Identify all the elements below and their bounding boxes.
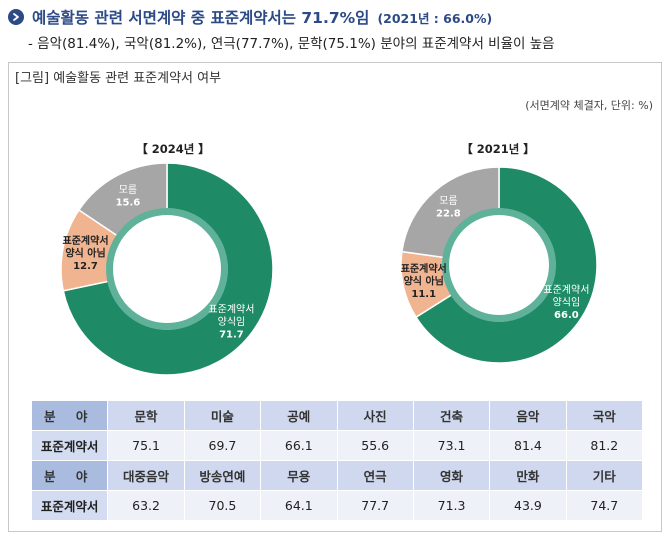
table-cell: 방송연예 [183, 460, 262, 491]
chart-title-2021: 【 2021년 】 [461, 142, 535, 156]
table-cell: 연극 [336, 460, 414, 491]
table-row: 표준계약서 63.2 70.5 64.1 77.7 71.3 43.9 74.7 [30, 490, 644, 521]
table-cell: 기타 [565, 460, 644, 491]
row-label: 표준계약서 [30, 490, 109, 521]
table-cell: 70.5 [183, 490, 262, 521]
table-cell: 71.3 [412, 490, 491, 521]
row-label: 표준계약서 [30, 430, 109, 461]
donut-inner-ring [106, 208, 228, 330]
table-row: 분 야 대중음악 방송연예 무용 연극 영화 만화 기타 [30, 460, 644, 491]
arrow-circle-icon [8, 9, 24, 25]
table-cell: 66.1 [260, 430, 338, 461]
table-cell: 77.7 [336, 490, 414, 521]
donut-inner-ring [442, 208, 556, 322]
table-cell: 사진 [336, 400, 414, 431]
table-cell: 69.7 [183, 430, 262, 461]
headline-subtitle: (2021년 : 66.0%) [377, 10, 493, 26]
figure-caption: [그림] 예술활동 관련 표준계약서 여부 [15, 71, 222, 86]
table-cell: 75.1 [107, 430, 185, 461]
table-cell: 미술 [183, 400, 262, 431]
table-cell: 64.1 [260, 490, 338, 521]
table-cell: 문학 [107, 400, 185, 431]
table-cell: 81.4 [489, 430, 567, 461]
table-cell: 영화 [412, 460, 491, 491]
slice-label: 모름 15.6 [116, 184, 141, 209]
table-cell: 건축 [412, 400, 491, 431]
figure-box: [그림] 예술활동 관련 표준계약서 여부 (서면계약 체결자, 단위: %) … [8, 62, 662, 532]
table-cell: 55.6 [336, 430, 414, 461]
table-cell: 81.2 [565, 430, 644, 461]
chart-title-2024: 【 2024년 】 [136, 142, 210, 156]
table-cell: 무용 [260, 460, 338, 491]
table-cell: 73.1 [412, 430, 491, 461]
unit-note: (서면계약 체결자, 단위: %) [525, 99, 653, 112]
category-table: 분 야 문학 미술 공예 사진 건축 음악 국악 표준계약서 75.1 69.7… [30, 400, 644, 521]
headline: 예술활동 관련 서면계약 중 표준계약서는 71.7%임 (2021년 : 66… [8, 6, 658, 28]
slice-label: 표준계약서 양식 아님 11.1 [401, 262, 447, 300]
table-cell: 공예 [260, 400, 338, 431]
table-cell: 만화 [489, 460, 567, 491]
table-cell: 63.2 [107, 490, 185, 521]
table-cell: 음악 [489, 400, 567, 431]
donut-chart-2024: 표준계약서 양식임 71.7 표준계약서 양식 아님 12.7 모름 15.6 [60, 162, 274, 376]
row-label: 분 야 [30, 460, 109, 491]
table-cell: 43.9 [489, 490, 567, 521]
slice-label: 표준계약서 양식임 71.7 [208, 303, 254, 340]
table-row: 표준계약서 75.1 69.7 66.1 55.6 73.1 81.4 81.2 [30, 430, 644, 461]
slice-label: 표준계약서 양식임 66.0 [543, 284, 589, 321]
table-row: 분 야 문학 미술 공예 사진 건축 음악 국악 [30, 400, 644, 431]
slice-label: 모름 22.8 [436, 195, 461, 220]
donut-chart-2021: 표준계약서 양식임 66.0 표준계약서 양식 아님 11.1 모름 22.8 [400, 166, 598, 364]
table-cell: 대중음악 [107, 460, 185, 491]
table-cell: 74.7 [565, 490, 644, 521]
headline-title: 예술활동 관련 서면계약 중 표준계약서는 71.7%임 [32, 9, 370, 27]
headline-bullet: - 음악(81.4%), 국악(81.2%), 연극(77.7%), 문학(75… [28, 36, 555, 52]
slice-label: 표준계약서 양식 아님 12.7 [63, 234, 109, 272]
row-label: 분 야 [30, 400, 109, 431]
table-cell: 국악 [565, 400, 644, 431]
